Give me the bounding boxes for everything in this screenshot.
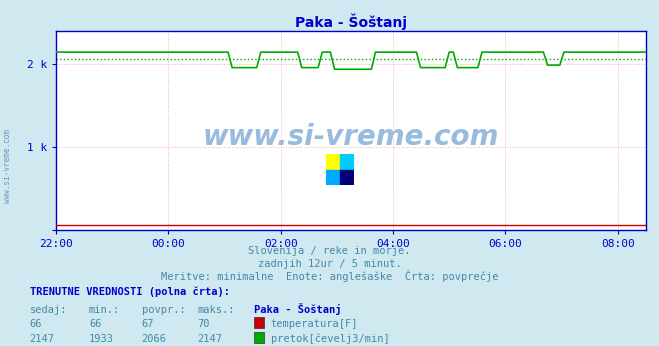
Text: povpr.:: povpr.: bbox=[142, 305, 185, 315]
Text: Meritve: minimalne  Enote: anglešaške  Črta: povprečje: Meritve: minimalne Enote: anglešaške Črt… bbox=[161, 270, 498, 282]
Text: TRENUTNE VREDNOSTI (polna črta):: TRENUTNE VREDNOSTI (polna črta): bbox=[30, 286, 229, 297]
Text: Slovenija / reke in morje.: Slovenija / reke in morje. bbox=[248, 246, 411, 256]
Text: sedaj:: sedaj: bbox=[30, 305, 67, 315]
Text: pretok[čevelj3/min]: pretok[čevelj3/min] bbox=[271, 333, 389, 344]
Text: Paka - Šoštanj: Paka - Šoštanj bbox=[254, 303, 341, 315]
Text: maks.:: maks.: bbox=[198, 305, 235, 315]
Text: 2147: 2147 bbox=[198, 334, 223, 344]
Title: Paka - Šoštanj: Paka - Šoštanj bbox=[295, 13, 407, 30]
Bar bbox=[326, 170, 340, 185]
Bar bbox=[340, 170, 354, 185]
Text: temperatura[F]: temperatura[F] bbox=[271, 319, 358, 329]
Bar bbox=[326, 154, 340, 170]
Bar bbox=[340, 154, 354, 170]
Text: min.:: min.: bbox=[89, 305, 120, 315]
Text: 66: 66 bbox=[30, 319, 42, 329]
Text: 70: 70 bbox=[198, 319, 210, 329]
Text: www.si-vreme.com: www.si-vreme.com bbox=[3, 129, 13, 203]
Text: zadnjih 12ur / 5 minut.: zadnjih 12ur / 5 minut. bbox=[258, 259, 401, 269]
Text: 1933: 1933 bbox=[89, 334, 114, 344]
Text: 2066: 2066 bbox=[142, 334, 167, 344]
Text: 67: 67 bbox=[142, 319, 154, 329]
Text: 66: 66 bbox=[89, 319, 101, 329]
Text: www.si-vreme.com: www.si-vreme.com bbox=[203, 122, 499, 151]
Text: 2147: 2147 bbox=[30, 334, 55, 344]
